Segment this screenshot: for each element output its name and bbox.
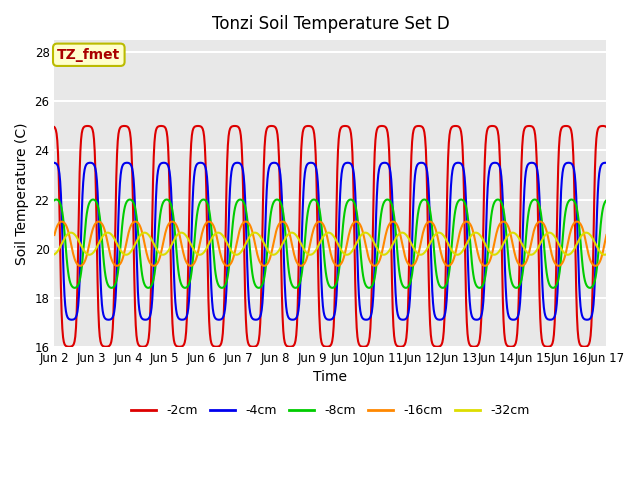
-16cm: [51, 232, 58, 238]
-16cm: [279, 219, 287, 225]
Line: -16cm: -16cm: [54, 222, 607, 266]
-2cm: [603, 124, 611, 130]
-8cm: [51, 197, 58, 203]
-8cm: [265, 228, 273, 234]
-4cm: [389, 205, 397, 211]
-32cm: [67, 230, 75, 236]
-8cm: [586, 285, 594, 291]
-16cm: [408, 263, 415, 269]
Title: Tonzi Soil Temperature Set D: Tonzi Soil Temperature Set D: [212, 15, 449, 33]
-4cm: [420, 160, 428, 166]
-2cm: [212, 344, 220, 349]
-32cm: [51, 252, 58, 257]
X-axis label: Time: Time: [314, 370, 348, 384]
Line: -2cm: -2cm: [54, 126, 607, 347]
-4cm: [246, 305, 253, 311]
-4cm: [51, 160, 58, 166]
-16cm: [420, 228, 428, 233]
-32cm: [218, 232, 226, 238]
Line: -8cm: -8cm: [54, 200, 607, 288]
-32cm: [246, 234, 253, 240]
-2cm: [266, 123, 274, 129]
-4cm: [603, 160, 611, 166]
-32cm: [603, 252, 611, 257]
Legend: -2cm, -4cm, -8cm, -16cm, -32cm: -2cm, -4cm, -8cm, -16cm, -32cm: [126, 399, 534, 422]
-2cm: [84, 123, 92, 129]
-32cm: [266, 251, 274, 256]
-2cm: [218, 336, 226, 342]
-16cm: [388, 219, 396, 225]
-8cm: [217, 285, 225, 290]
-16cm: [115, 262, 123, 268]
-32cm: [420, 251, 428, 256]
-2cm: [246, 343, 253, 348]
-16cm: [265, 258, 273, 264]
-2cm: [420, 126, 428, 132]
-8cm: [387, 200, 395, 206]
-2cm: [389, 306, 397, 312]
-32cm: [389, 241, 397, 247]
-32cm: [196, 252, 204, 258]
-8cm: [244, 224, 252, 229]
-4cm: [196, 160, 204, 166]
-2cm: [116, 125, 124, 131]
-8cm: [603, 197, 611, 203]
Line: -4cm: -4cm: [54, 163, 607, 320]
Text: TZ_fmet: TZ_fmet: [57, 48, 120, 62]
-4cm: [116, 181, 124, 187]
-4cm: [218, 316, 226, 322]
Y-axis label: Soil Temperature (C): Soil Temperature (C): [15, 122, 29, 264]
Line: -32cm: -32cm: [54, 233, 607, 255]
-16cm: [217, 252, 225, 258]
-8cm: [457, 197, 465, 203]
-8cm: [419, 198, 426, 204]
-16cm: [244, 220, 252, 226]
-4cm: [68, 317, 76, 323]
-32cm: [116, 246, 124, 252]
-8cm: [115, 258, 123, 264]
-4cm: [266, 162, 274, 168]
-2cm: [51, 124, 58, 130]
-16cm: [603, 232, 611, 238]
